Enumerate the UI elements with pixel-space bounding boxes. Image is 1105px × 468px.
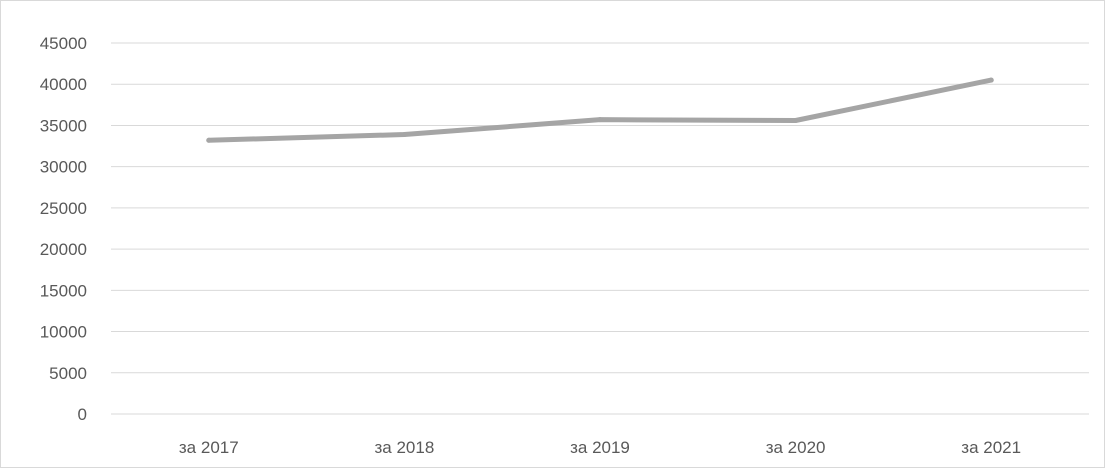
series-line: [206, 77, 994, 143]
x-tick-label: за 2019: [570, 438, 630, 457]
y-tick-label: 5000: [49, 364, 87, 383]
y-tick-label: 35000: [40, 116, 87, 135]
data-point: [401, 132, 407, 138]
data-point: [597, 117, 603, 123]
y-tick-label: 20000: [40, 240, 87, 259]
y-tick-label: 10000: [40, 323, 87, 342]
data-point: [206, 137, 212, 143]
y-tick-label: 0: [78, 405, 87, 424]
data-point: [988, 77, 994, 83]
y-tick-label: 30000: [40, 158, 87, 177]
series-layer: [206, 77, 994, 143]
x-tick-label: за 2020: [766, 438, 826, 457]
y-tick-label: 15000: [40, 281, 87, 300]
x-tick-label: за 2017: [179, 438, 239, 457]
data-point: [793, 117, 799, 123]
x-axis-tick-labels: за 2017 за 2018 за 2019 за 2020 за 2021: [179, 438, 1021, 457]
gridlines: [111, 42, 1089, 415]
x-tick-label: за 2018: [375, 438, 435, 457]
y-tick-label: 40000: [40, 75, 87, 94]
y-tick-label: 25000: [40, 199, 87, 218]
y-axis-tick-labels: 0 5000 10000 15000 20000 25000 30000 35000 40000…: [40, 34, 87, 424]
x-tick-label: за 2021: [961, 438, 1021, 457]
y-tick-label: 45000: [40, 34, 87, 53]
